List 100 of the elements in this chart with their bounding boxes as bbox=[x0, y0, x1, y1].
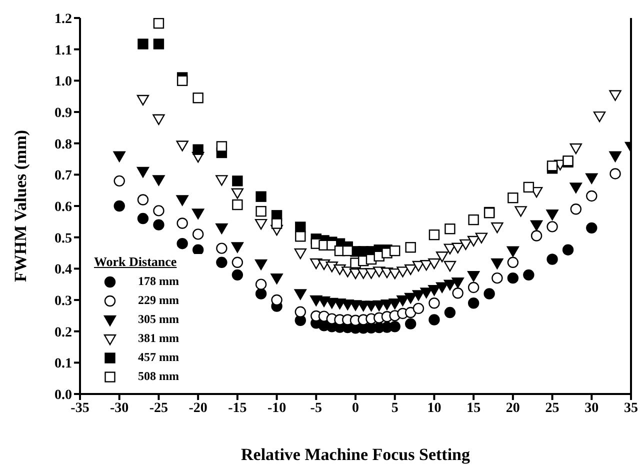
point bbox=[491, 258, 504, 270]
x-tick-label: -30 bbox=[110, 400, 129, 416]
point bbox=[475, 232, 488, 244]
point bbox=[271, 294, 282, 306]
legend-title: Work Distance bbox=[94, 254, 178, 270]
point bbox=[176, 75, 188, 86]
point bbox=[254, 218, 268, 230]
point bbox=[176, 140, 188, 152]
point bbox=[586, 222, 598, 234]
y-tick-label: 0.5 bbox=[54, 231, 72, 246]
x-tick-label: -35 bbox=[70, 400, 90, 416]
legend-label: 457 mm bbox=[138, 350, 179, 365]
x-tick-label: 25 bbox=[545, 400, 560, 416]
x-tick-label: 10 bbox=[427, 400, 442, 416]
point bbox=[412, 290, 425, 301]
point bbox=[420, 260, 432, 271]
point bbox=[318, 259, 330, 270]
legend-label: 508 mm bbox=[138, 369, 179, 384]
point bbox=[452, 242, 464, 254]
point bbox=[216, 256, 228, 268]
point bbox=[523, 182, 534, 193]
point bbox=[232, 256, 244, 268]
point bbox=[216, 223, 228, 234]
y-tick-label: 1.0 bbox=[54, 74, 72, 90]
point bbox=[404, 264, 417, 276]
point bbox=[546, 210, 558, 220]
y-tick-label: 1.2 bbox=[54, 12, 72, 27]
point bbox=[609, 151, 622, 162]
x-tick-label: 30 bbox=[584, 400, 599, 416]
y-tick-label: 0.0 bbox=[54, 388, 72, 403]
point bbox=[428, 314, 440, 326]
point bbox=[192, 92, 204, 104]
point bbox=[153, 219, 164, 230]
point bbox=[468, 298, 480, 309]
point bbox=[152, 114, 165, 125]
point bbox=[192, 244, 204, 256]
x-tick-label: 15 bbox=[466, 400, 481, 416]
x-tick-label: 0 bbox=[352, 400, 359, 416]
point bbox=[294, 289, 306, 300]
y-tick-label: 0.6 bbox=[54, 200, 72, 215]
point bbox=[176, 238, 188, 250]
point bbox=[192, 208, 204, 220]
point bbox=[152, 175, 165, 186]
point bbox=[530, 220, 543, 231]
point bbox=[420, 288, 432, 298]
point bbox=[436, 282, 448, 293]
y-tick-label: 0.3 bbox=[54, 294, 72, 309]
point bbox=[136, 166, 150, 178]
point bbox=[508, 192, 518, 204]
point bbox=[231, 188, 244, 199]
y-axis-title: FWHM Values (mm) bbox=[11, 130, 30, 282]
point bbox=[570, 182, 582, 194]
point bbox=[192, 144, 204, 155]
y-tick-label: 0.1 bbox=[54, 356, 72, 372]
point bbox=[136, 94, 150, 106]
point bbox=[562, 244, 574, 256]
y-tick-label: 0.7 bbox=[54, 168, 72, 184]
legend-label: 305 mm bbox=[138, 312, 179, 327]
point bbox=[444, 260, 456, 272]
x-tick-label: -25 bbox=[149, 400, 168, 416]
point bbox=[153, 18, 164, 29]
point bbox=[570, 143, 582, 154]
x-tick-label: 5 bbox=[391, 400, 398, 416]
point bbox=[444, 224, 456, 234]
x-tick-label: 35 bbox=[624, 400, 638, 416]
point bbox=[460, 239, 472, 250]
point bbox=[586, 173, 598, 184]
legend-label: 381 mm bbox=[138, 331, 179, 346]
point bbox=[153, 38, 164, 50]
point bbox=[232, 176, 243, 186]
point bbox=[270, 273, 283, 284]
point bbox=[491, 222, 504, 234]
point bbox=[389, 321, 400, 332]
point bbox=[271, 218, 282, 229]
point bbox=[467, 270, 480, 282]
x-tick-label: 20 bbox=[506, 400, 520, 416]
point bbox=[467, 236, 480, 247]
point bbox=[390, 245, 400, 256]
x-tick-label: -5 bbox=[310, 400, 322, 416]
point bbox=[405, 318, 416, 330]
point bbox=[388, 268, 401, 280]
point bbox=[452, 278, 464, 288]
point bbox=[396, 295, 409, 306]
point bbox=[176, 195, 188, 206]
point bbox=[514, 206, 527, 217]
point bbox=[326, 262, 338, 272]
point bbox=[428, 258, 440, 270]
x-axis-title: Relative Machine Focus Setting bbox=[241, 445, 470, 464]
x-tick-label: -10 bbox=[267, 400, 286, 416]
point bbox=[428, 229, 440, 240]
point bbox=[507, 272, 519, 284]
x-tick-label: -15 bbox=[228, 400, 247, 416]
point bbox=[256, 191, 266, 202]
legend-label: 178 mm bbox=[138, 274, 179, 289]
point bbox=[507, 256, 519, 268]
point bbox=[255, 288, 267, 300]
point bbox=[610, 168, 621, 180]
y-tick-label: 0.8 bbox=[54, 137, 72, 152]
point bbox=[216, 175, 228, 186]
point bbox=[404, 292, 417, 304]
